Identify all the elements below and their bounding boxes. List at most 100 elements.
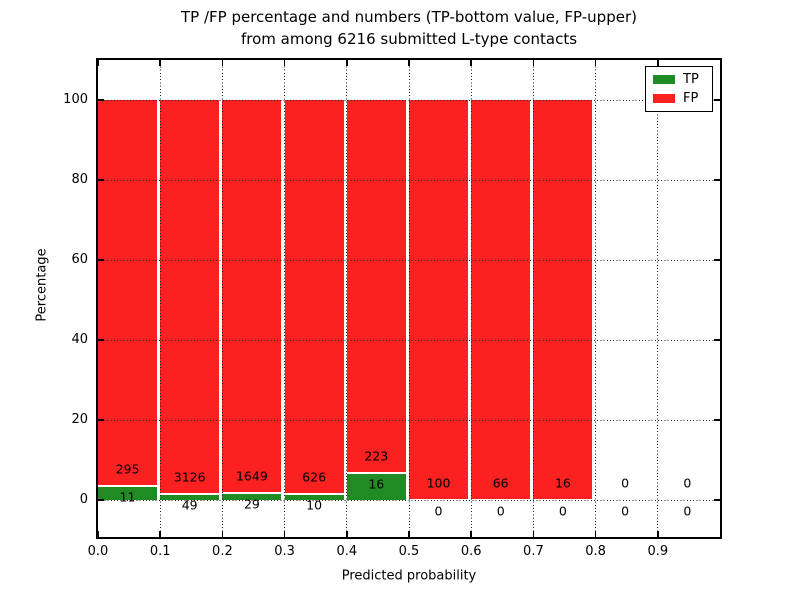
gridline-vertical [470, 60, 472, 537]
bar-fp-segment [160, 100, 220, 494]
tp-count-label: 16 [368, 476, 385, 492]
fp-count-label: 0 [683, 475, 692, 491]
tp-count-label: 11 [119, 489, 136, 505]
y-tick-mark [714, 339, 720, 341]
x-tick-label: 0.3 [274, 544, 295, 559]
y-tick-label: 40 [71, 332, 88, 347]
gridline-horizontal [98, 500, 720, 501]
legend-item-fp: FP [653, 90, 705, 106]
bar-tp-segment [160, 493, 220, 500]
tp-count-label: 49 [181, 497, 198, 513]
gridline-vertical [408, 60, 410, 537]
gridline-horizontal [98, 100, 720, 101]
x-tick-mark [657, 60, 659, 66]
x-tick-label: 0.1 [149, 544, 171, 559]
tp-count-label: 0 [496, 503, 505, 519]
x-tick-mark [594, 531, 597, 537]
bar-tp-segment [346, 473, 406, 500]
y-tick-mark [98, 419, 104, 421]
x-tick-mark [470, 60, 472, 66]
x-tick-label: 0.7 [523, 544, 544, 559]
x-tick-mark [346, 531, 348, 537]
y-tick-mark [98, 99, 104, 101]
legend-label-fp: FP [683, 90, 699, 106]
gridline-vertical [346, 60, 348, 537]
y-tick-mark [714, 499, 720, 501]
legend: TP FP [645, 66, 713, 112]
bar-fp-segment [222, 100, 282, 494]
y-tick-mark [714, 259, 720, 261]
x-tick-mark [283, 60, 286, 66]
gridline-horizontal [98, 260, 720, 261]
bar-tp-segment [222, 493, 282, 500]
y-tick-mark [98, 339, 104, 341]
x-tick-label: 0.4 [336, 544, 358, 559]
fp-count-label: 0 [621, 475, 630, 491]
gridline-vertical [595, 60, 597, 537]
x-tick-mark [159, 60, 161, 66]
bar-fp-segment [98, 100, 157, 486]
gridline-horizontal [98, 180, 720, 181]
x-tick-mark [532, 531, 535, 537]
y-tick-mark [98, 259, 104, 261]
tp-count-label: 0 [434, 503, 443, 519]
y-tick-label: 80 [71, 172, 88, 187]
legend-label-tp: TP [683, 71, 699, 87]
bar-fp-segment [533, 100, 593, 500]
fp-count-label: 626 [302, 469, 327, 485]
legend-item-tp: TP [653, 71, 705, 87]
bar-fp-segment [471, 100, 531, 500]
x-tick-mark [657, 531, 659, 537]
y-tick-label: 60 [71, 252, 88, 267]
x-tick-mark [159, 531, 161, 537]
y-tick-mark [98, 499, 104, 501]
x-tick-mark [532, 60, 535, 66]
x-tick-mark [594, 60, 597, 66]
x-tick-label: 0.0 [87, 544, 109, 559]
x-tick-mark [97, 60, 99, 66]
x-tick-mark [221, 531, 224, 537]
gridline-vertical [532, 60, 534, 537]
bar-fp-segment [346, 100, 406, 474]
x-tick-mark [346, 60, 348, 66]
gridline-horizontal [98, 340, 720, 341]
fp-count-label: 66 [492, 475, 509, 491]
bar-tp-segment [98, 485, 157, 500]
y-tick-mark [714, 419, 720, 421]
x-tick-label: 0.5 [398, 544, 420, 559]
fp-count-label: 100 [426, 475, 451, 491]
bar-tp-segment [284, 493, 344, 500]
x-tick-mark [97, 531, 99, 537]
fp-count-label: 223 [364, 448, 389, 464]
gridline-vertical [284, 60, 286, 537]
gridline-vertical [159, 60, 161, 537]
legend-swatch-fp [653, 94, 675, 103]
gridline-horizontal [98, 420, 720, 421]
gridline-vertical [657, 60, 659, 537]
chart-title: TP /FP percentage and numbers (TP-bottom… [181, 8, 637, 48]
y-tick-mark [98, 179, 104, 181]
tp-count-label: 0 [621, 503, 630, 519]
y-tick-label: 20 [71, 412, 88, 427]
legend-swatch-tp [653, 75, 675, 84]
x-tick-label: 0.9 [647, 544, 669, 559]
y-tick-mark [714, 99, 720, 101]
x-tick-mark [408, 531, 410, 537]
bar-fp-segment [284, 100, 344, 494]
x-axis-label: Predicted probability [341, 568, 477, 584]
fp-count-label: 3126 [173, 469, 206, 485]
y-tick-mark [714, 179, 720, 181]
x-tick-mark [221, 60, 224, 66]
x-tick-label: 0.2 [212, 544, 233, 559]
tp-count-label: 0 [558, 503, 567, 519]
fp-count-label: 1649 [235, 468, 268, 484]
y-tick-label: 100 [63, 92, 88, 107]
x-tick-mark [408, 60, 410, 66]
fp-count-label: 16 [554, 475, 571, 491]
gridline-vertical [221, 60, 223, 537]
y-tick-label: 0 [79, 492, 88, 507]
tp-count-label: 10 [306, 497, 323, 513]
bar-fp-segment [409, 100, 468, 500]
x-tick-mark [283, 531, 286, 537]
